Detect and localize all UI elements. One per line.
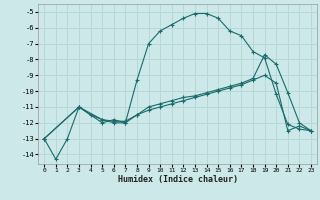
X-axis label: Humidex (Indice chaleur): Humidex (Indice chaleur) — [118, 175, 238, 184]
